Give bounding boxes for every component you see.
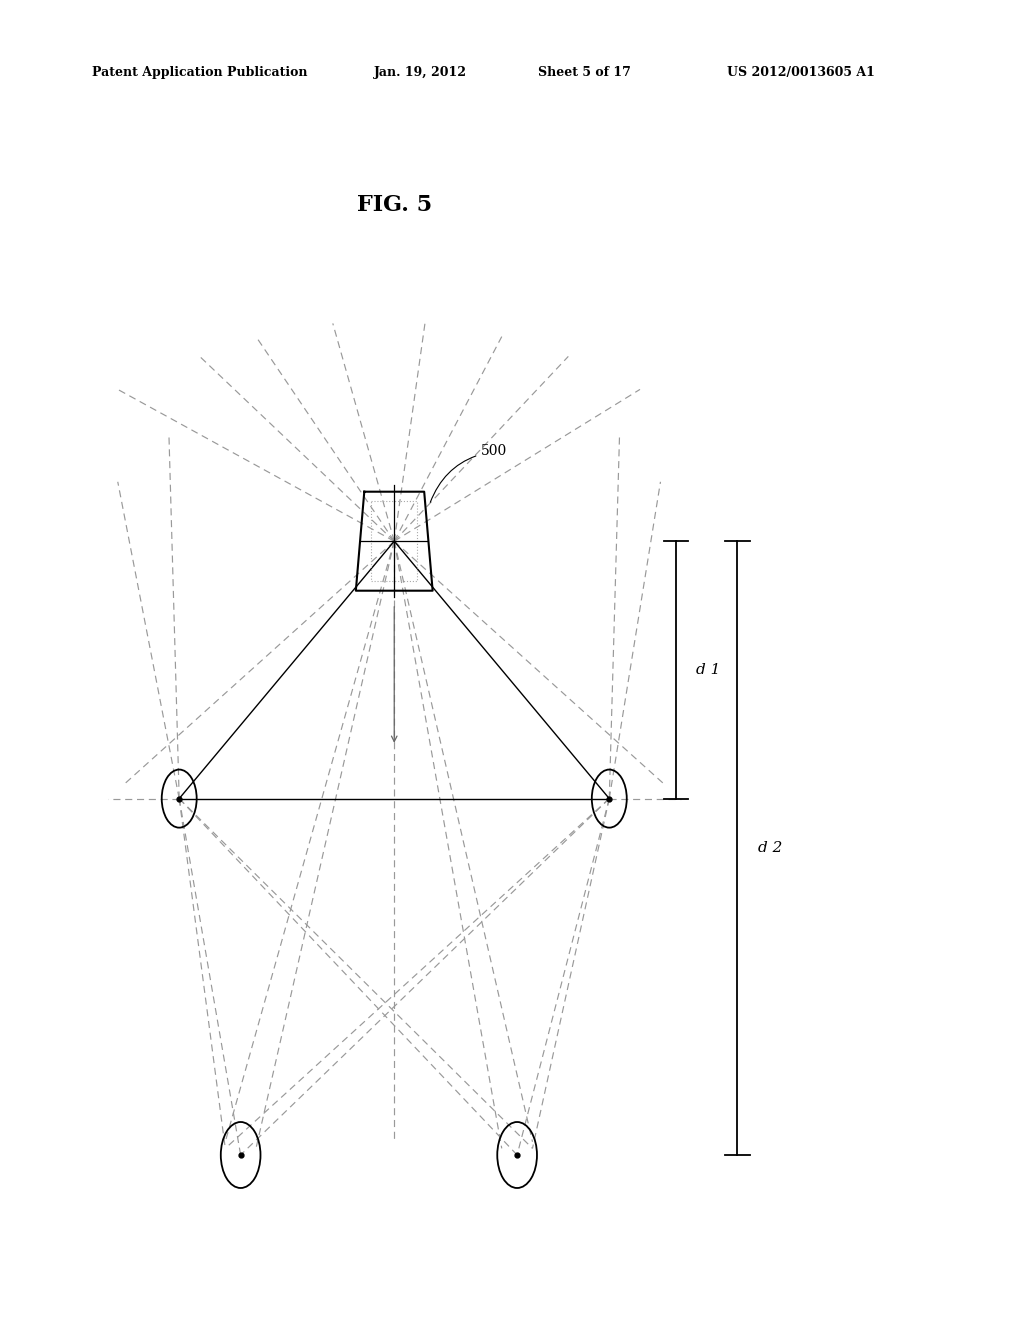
Text: FIG. 5: FIG. 5 [356, 194, 432, 215]
Text: Patent Application Publication: Patent Application Publication [92, 66, 307, 79]
Text: Sheet 5 of 17: Sheet 5 of 17 [538, 66, 631, 79]
Text: 500: 500 [430, 445, 508, 503]
Text: US 2012/0013605 A1: US 2012/0013605 A1 [727, 66, 874, 79]
Text: Jan. 19, 2012: Jan. 19, 2012 [374, 66, 467, 79]
Text: d 2: d 2 [758, 841, 782, 855]
Text: d 1: d 1 [696, 663, 721, 677]
